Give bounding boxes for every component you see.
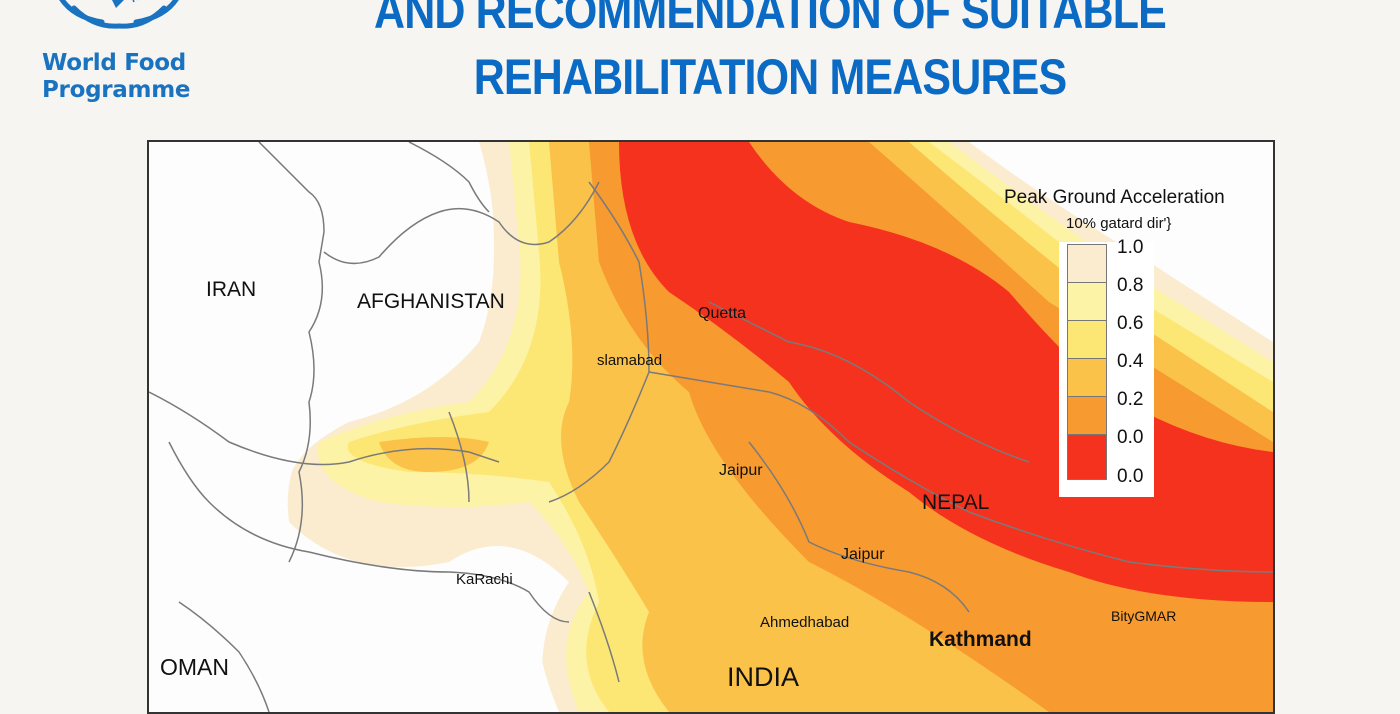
legend-value: 0.2: [1117, 389, 1144, 410]
legend-swatch-5: [1067, 396, 1107, 434]
country-label-afghanistan: AFGHANISTAN: [357, 290, 505, 313]
legend-swatch-3: [1067, 320, 1107, 358]
legend-value: 0.6: [1117, 313, 1144, 334]
page-title-line1: AND RECOMMENDATION OF SUITABLE: [374, 0, 1167, 39]
legend-value: 0.0: [1117, 427, 1144, 448]
city-label-kathmand: Kathmand: [929, 628, 1032, 651]
country-label-oman: OMAN: [160, 654, 229, 680]
legend-scale: 1.0 0.8 0.6 0.4 0.2 0.0 0.0: [1059, 237, 1154, 497]
legend-value: 1.0: [1117, 237, 1144, 258]
page-title-line2: REHABILITATION MEASURES: [473, 49, 1067, 105]
country-label-iran: IRAN: [206, 278, 257, 301]
legend-swatch-6: [1067, 434, 1107, 480]
city-label-karachi: KaRachi: [456, 571, 513, 588]
city-label-bitygmar: BityGMAR: [1111, 608, 1177, 624]
legend-swatch-4: [1067, 358, 1107, 396]
city-label-quetta: Quetta: [698, 305, 747, 322]
page-title: AND RECOMMENDATION OF SUITABLE REHABILIT…: [331, 0, 1208, 110]
logo-text: World Food Programme: [42, 50, 190, 104]
legend-value: 0.4: [1117, 351, 1144, 372]
hazard-zones-layer: [149, 142, 1273, 712]
legend-value: 0.8: [1117, 275, 1144, 296]
logo-text-line2: Programme: [42, 77, 191, 103]
city-label-jaipur-1: Jaipur: [719, 462, 763, 479]
legend-swatch-2: [1067, 282, 1107, 320]
logo-text-line1: World Food: [42, 50, 186, 76]
legend-title: Peak Ground Acceleration: [1004, 187, 1225, 208]
legend-subtitle: 10% gatard dir'}: [1066, 215, 1172, 232]
city-label-islamabad: slamabad: [597, 352, 663, 369]
country-label-india: INDIA: [727, 662, 800, 692]
wfp-logo: World Food Programme: [30, 0, 210, 110]
country-label-nepal: NEPAL: [922, 491, 990, 514]
city-label-jaipur-2: Jaipur: [841, 546, 885, 563]
un-laurel-emblem-icon: [59, 0, 179, 29]
seismic-hazard-map: IRAN AFGHANISTAN NEPAL OMAN INDIA Quetta…: [147, 140, 1275, 714]
map-legend: Peak Ground Acceleration 10% gatard dir'…: [1004, 187, 1269, 497]
legend-value: 0.0: [1117, 466, 1144, 487]
city-label-ahmedhabad: Ahmedhabad: [760, 614, 850, 631]
legend-swatch-1: [1067, 244, 1107, 282]
